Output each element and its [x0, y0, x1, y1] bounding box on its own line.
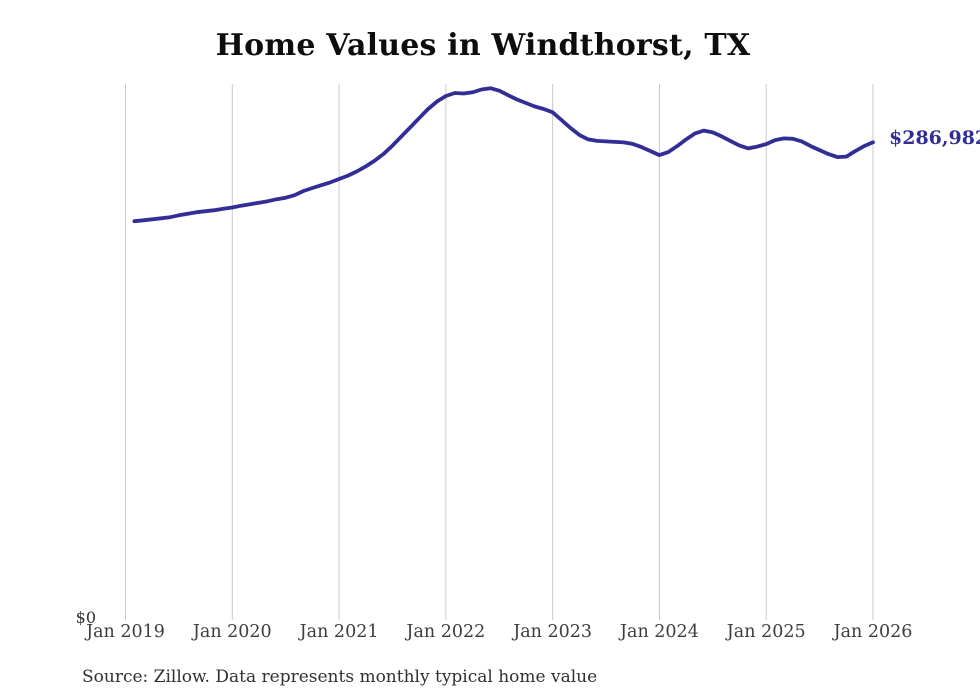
x-tick-label: Jan 2019	[86, 622, 165, 642]
x-tick-label: Jan 2022	[406, 622, 486, 642]
x-tick-label: Jan 2021	[299, 622, 379, 642]
x-tick-label: Jan 2026	[833, 622, 913, 642]
source-note: Source: Zillow. Data represents monthly …	[82, 667, 598, 687]
latest-value-label: $286,982	[889, 127, 980, 149]
y-axis-zero-label: $0	[75, 608, 96, 627]
x-tick-label: Jan 2020	[192, 622, 272, 642]
chart-title: Home Values in Windthorst, TX	[215, 28, 751, 63]
x-tick-label: Jan 2025	[726, 622, 806, 642]
home-value-line	[132, 86, 875, 224]
x-tick-label: Jan 2024	[620, 622, 699, 642]
x-tick-label: Jan 2023	[513, 622, 593, 642]
